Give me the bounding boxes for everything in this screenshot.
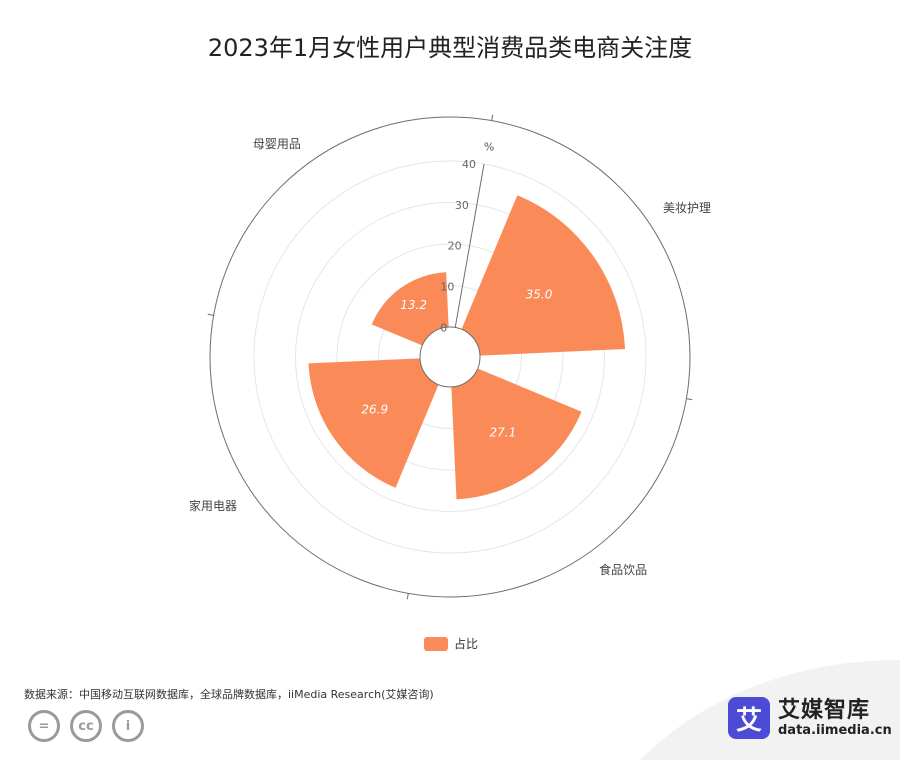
legend-swatch: [424, 636, 448, 651]
bar-2: [308, 358, 439, 488]
brand-logo: 艾 艾媒智库 data.iimedia.cn: [728, 697, 892, 739]
equal-icon: =: [28, 710, 60, 742]
cc-icon: cc: [70, 710, 102, 742]
bar-3: [371, 272, 449, 346]
grid-ring: [295, 202, 605, 512]
grid-ring: [336, 243, 564, 471]
license-icons: = cc i: [28, 710, 144, 742]
category-label-0: 美妆护理: [663, 201, 711, 215]
radius-unit-label: %: [484, 140, 494, 153]
angle-tick: [686, 398, 693, 401]
data-label-1: 27.1: [490, 426, 517, 440]
source-note: 数据来源：中国移动互联网数据库，全球品牌数据库，iiMedia Research…: [24, 688, 434, 701]
category-label-3: 母婴用品: [253, 137, 301, 151]
person-icon: i: [112, 710, 144, 742]
data-label-3: 13.2: [400, 298, 427, 312]
outer-angle-axis: [209, 116, 691, 598]
radius-axis: [454, 163, 485, 328]
angle-tick: [406, 593, 409, 600]
brand-url: data.iimedia.cn: [778, 722, 892, 738]
radius-tick-label: 30: [455, 199, 469, 212]
angle-tick: [207, 313, 214, 316]
inner-axis-circle: [419, 326, 481, 388]
radius-tick-label: 10: [440, 281, 454, 294]
radius-tick-label: 40: [462, 158, 476, 171]
brand-icon: 艾: [728, 697, 770, 739]
grid-ring: [253, 160, 647, 554]
angle-tick: [491, 114, 494, 121]
bar-0: [461, 195, 626, 356]
category-label-2: 家用电器: [189, 498, 237, 513]
legend-label: 占比: [454, 637, 479, 651]
footer-wave: [640, 660, 900, 760]
chart-title: 2023年1月女性用户典型消费品类电商关注度: [207, 34, 693, 62]
radius-tick-label: 20: [448, 240, 462, 253]
category-label-1: 食品饮品: [599, 562, 647, 577]
grid-ring: [378, 285, 522, 429]
data-label-2: 26.9: [361, 403, 388, 417]
legend[interactable]: 占比: [424, 635, 478, 652]
brand-name: 艾媒智库: [778, 697, 871, 723]
bar-1: [451, 368, 582, 500]
radius-tick-label: 0: [440, 321, 447, 334]
data-label-0: 35.0: [526, 288, 553, 302]
